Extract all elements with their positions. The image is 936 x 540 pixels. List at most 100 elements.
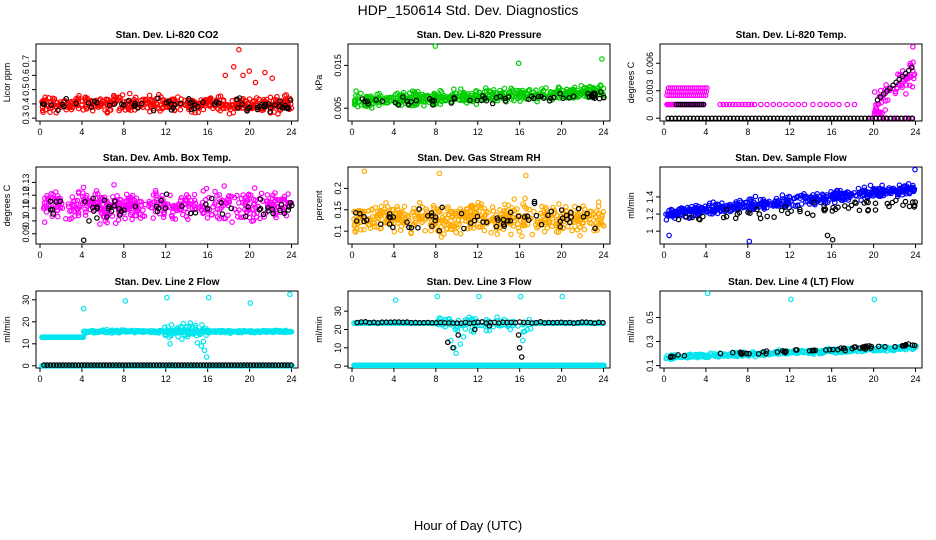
data-point (763, 115, 770, 122)
data-point (459, 97, 466, 104)
data-point (910, 43, 916, 50)
data-point (679, 115, 686, 122)
x-tick-label: 0 (661, 374, 666, 384)
data-point (73, 100, 79, 107)
x-tick-label: 4 (391, 250, 396, 260)
data-point (891, 115, 897, 122)
data-point (361, 226, 367, 233)
data-point (257, 196, 264, 203)
y-axis-label: Licor ppm (2, 63, 12, 103)
x-tick-label: 0 (661, 127, 666, 137)
data-point (508, 85, 515, 92)
data-point (158, 197, 165, 204)
x-tick-label: 8 (121, 250, 126, 260)
data-point (47, 198, 54, 205)
data-point (195, 109, 202, 116)
data-point (448, 100, 455, 106)
data-point (274, 93, 280, 100)
data-point (892, 90, 899, 97)
data-point (851, 115, 857, 122)
x-tick-label: 24 (911, 127, 921, 137)
data-point (122, 107, 129, 113)
data-point (405, 101, 412, 108)
data-point (832, 115, 839, 122)
data-point (287, 97, 294, 103)
data-point (785, 115, 792, 122)
data-point (222, 101, 229, 108)
data-point (382, 209, 388, 215)
data-point (600, 223, 607, 229)
data-point (720, 214, 727, 221)
data-point (217, 93, 224, 100)
data-point (216, 215, 222, 222)
data-point (450, 86, 457, 93)
data-point (882, 107, 889, 113)
y-tick-label: 0.7 (21, 55, 31, 68)
data-point (111, 101, 118, 107)
data-point (288, 202, 295, 209)
data-point (243, 197, 250, 204)
x-tick-label: 8 (121, 127, 126, 137)
data-point (199, 322, 205, 328)
data-point (474, 97, 481, 104)
data-point (253, 95, 260, 101)
data-point (383, 200, 389, 206)
data-point (531, 208, 537, 215)
data-point (501, 85, 508, 92)
x-tick-label: 8 (745, 127, 750, 137)
data-point (902, 115, 908, 122)
data-point (246, 68, 253, 74)
data-point (556, 88, 563, 94)
data-point (738, 115, 744, 122)
data-point (726, 101, 733, 108)
data-point (877, 87, 884, 94)
data-point (803, 115, 810, 122)
data-point (263, 96, 270, 103)
data-point (216, 192, 223, 198)
data-point (57, 204, 63, 211)
data-point (94, 99, 100, 106)
data-point (194, 340, 201, 346)
data-point (358, 90, 364, 97)
data-point (541, 228, 548, 235)
data-point (437, 101, 444, 108)
data-point (236, 46, 242, 53)
data-point (51, 96, 58, 102)
data-point (108, 208, 115, 215)
data-point (277, 98, 283, 104)
data-point (880, 115, 887, 122)
series-all (663, 290, 919, 363)
chart-title: Stan. Dev. Li-820 CO2 (116, 30, 219, 41)
data-point (557, 90, 563, 97)
data-point (559, 293, 566, 300)
data-point (487, 92, 493, 98)
data-point (704, 85, 710, 91)
data-point (257, 205, 264, 212)
data-point (352, 229, 359, 235)
data-point (75, 190, 82, 196)
data-point (503, 212, 510, 219)
data-point (85, 100, 92, 106)
data-point (191, 203, 197, 209)
data-point (358, 102, 364, 108)
y-axis-label: degrees C (2, 184, 12, 226)
data-point (586, 93, 593, 100)
data-point (770, 101, 777, 108)
data-point (732, 101, 739, 108)
data-point (533, 212, 540, 219)
data-point (523, 172, 529, 179)
data-point (734, 115, 741, 122)
data-point (505, 90, 512, 97)
data-point (80, 184, 87, 191)
data-point (824, 232, 831, 239)
data-point (265, 205, 271, 211)
data-point (278, 202, 285, 208)
data-point (444, 206, 451, 212)
x-tick-label: 12 (161, 127, 171, 137)
x-tick-label: 16 (827, 250, 837, 260)
data-point (569, 227, 575, 234)
data-point (676, 115, 682, 122)
chart-title: Stan. Dev. Sample Flow (735, 153, 847, 164)
data-point (529, 231, 536, 238)
